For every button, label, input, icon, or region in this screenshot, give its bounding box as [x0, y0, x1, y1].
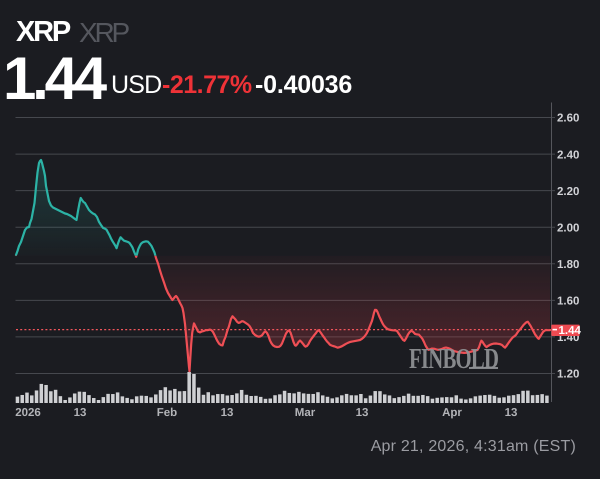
svg-text:2.40: 2.40: [557, 149, 579, 161]
svg-text:1.20: 1.20: [557, 369, 579, 381]
svg-text:13: 13: [221, 407, 234, 419]
svg-text:1.80: 1.80: [557, 259, 579, 271]
svg-text:Mar: Mar: [295, 407, 316, 419]
svg-text:Apr: Apr: [442, 407, 462, 419]
svg-text:2.20: 2.20: [557, 186, 579, 198]
svg-text:1.60: 1.60: [557, 296, 579, 308]
svg-text:2.00: 2.00: [557, 222, 579, 234]
svg-text:1.44: 1.44: [559, 325, 582, 337]
svg-text:2.60: 2.60: [557, 113, 579, 125]
svg-text:13: 13: [74, 407, 87, 419]
svg-text:13: 13: [505, 407, 518, 419]
svg-text:2026: 2026: [15, 407, 41, 419]
svg-text:Feb: Feb: [157, 407, 177, 419]
svg-text:13: 13: [356, 407, 369, 419]
